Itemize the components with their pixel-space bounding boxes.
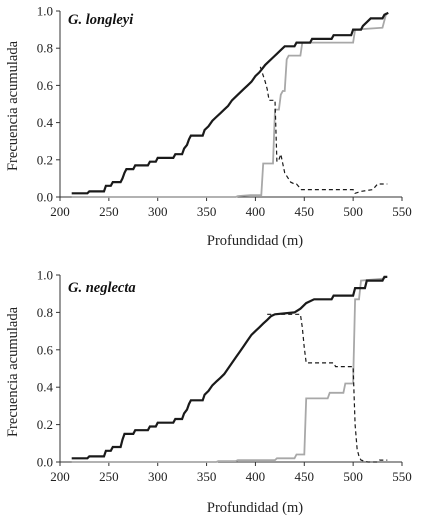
x-tick-label: 550 bbox=[392, 469, 412, 484]
y-axis-title: Frecuencia acumulada bbox=[5, 40, 21, 171]
panel-title: G. neglecta bbox=[68, 280, 136, 296]
plot-area: 200 250 300 350 400 450 500 550 0.0 0.2 0.4 0.6 0.8 1… bbox=[37, 268, 412, 485]
y-tick-label: 0.4 bbox=[37, 380, 54, 395]
x-axis-title: Profundidad (m) bbox=[207, 233, 303, 249]
y-tick-label: 0.6 bbox=[37, 342, 54, 357]
x-tick-label: 350 bbox=[197, 204, 217, 219]
y-tick-label: 0.0 bbox=[37, 190, 53, 205]
x-tick-label: 350 bbox=[197, 469, 217, 484]
x-tick-label: 550 bbox=[392, 204, 412, 219]
y-tick-label: 0.2 bbox=[37, 152, 53, 167]
y-tick-label: 0.8 bbox=[37, 41, 53, 56]
y-tick-label: 0.4 bbox=[37, 115, 54, 130]
y-tick-label: 0.2 bbox=[37, 417, 53, 432]
x-axis-title: Profundidad (m) bbox=[207, 500, 303, 516]
series-line-solid-black bbox=[71, 275, 388, 460]
x-tick-label: 400 bbox=[246, 469, 266, 484]
series-line-solid-gray bbox=[71, 276, 387, 463]
panel-g-neglecta: G. neglecta 200 250 300 350 400 450 500 550 0.0 0… bbox=[5, 268, 412, 517]
x-tick-label: 500 bbox=[343, 469, 363, 484]
series-line-dashed-black bbox=[259, 66, 388, 195]
y-tick-label: 1.0 bbox=[37, 268, 53, 283]
x-tick-label: 250 bbox=[99, 204, 119, 219]
x-tick-label: 450 bbox=[295, 204, 315, 219]
series-line-solid-gray bbox=[71, 12, 388, 198]
x-tick-label: 250 bbox=[99, 469, 119, 484]
y-tick-label: 0.0 bbox=[37, 455, 53, 470]
y-tick-label: 0.6 bbox=[37, 78, 54, 93]
y-axis-title: Frecuencia acumulada bbox=[5, 306, 21, 437]
x-tick-label: 500 bbox=[343, 204, 363, 219]
x-tick-label: 400 bbox=[246, 204, 266, 219]
series-line-solid-black bbox=[71, 11, 389, 195]
y-tick-label: 1.0 bbox=[37, 4, 53, 19]
x-tick-label: 300 bbox=[148, 204, 168, 219]
x-tick-label: 200 bbox=[50, 204, 70, 219]
panel-title: G. longleyi bbox=[68, 12, 133, 28]
panel-g-longleyi: G. longleyi 200 250 300 350 400 450 500 550 0.0 0… bbox=[5, 4, 412, 250]
x-tick-label: 200 bbox=[50, 469, 70, 484]
x-tick-label: 450 bbox=[295, 469, 315, 484]
series-line-dashed-black bbox=[267, 313, 388, 463]
y-tick-label: 0.8 bbox=[37, 305, 53, 320]
plot-area: 200 250 300 350 400 450 500 550 0.0 0.2 0.4 0.6 0.8 1… bbox=[37, 4, 412, 220]
x-tick-label: 300 bbox=[148, 469, 168, 484]
